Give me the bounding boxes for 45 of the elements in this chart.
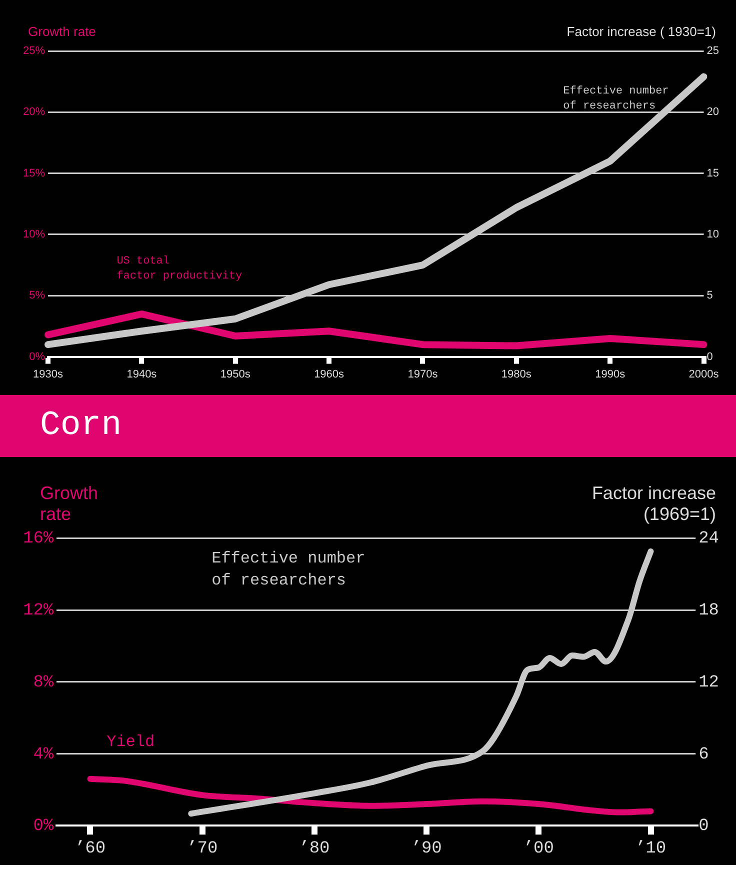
x-tick-label: ’90: [411, 839, 442, 858]
y2-tick-label: 5: [706, 290, 713, 302]
x-tick-label: ’10: [635, 839, 666, 858]
y-axis-title: Growth rate: [39, 483, 100, 525]
text: Effective number of researchers: [212, 549, 366, 590]
y-tick-label: 10%: [22, 228, 46, 241]
y2-tick-label: 18: [698, 602, 720, 621]
x-tick-label: 1940s: [126, 368, 158, 380]
x-tick-label: 1950s: [220, 368, 251, 380]
y2-tick-label: 15: [706, 167, 720, 180]
y-tick-label: 8%: [33, 673, 54, 692]
y2-tick-label: 20: [706, 106, 720, 118]
y-tick-label: 15%: [22, 167, 46, 180]
x-tick-label: 1960s: [314, 368, 345, 380]
y2-tick-label: 0: [698, 817, 709, 836]
y2-tick-label: 6: [698, 745, 709, 764]
chart-title: Corn: [0, 395, 736, 457]
y2-tick-label: 10: [706, 228, 720, 241]
series-label: Yield: [106, 732, 155, 751]
y2-tick-label: 25: [706, 45, 720, 58]
x-tick-label: ’60: [74, 839, 106, 858]
x-tick-label: 1970s: [408, 368, 438, 380]
y2-tick-label: 12: [698, 673, 720, 692]
x-tick-label: ’80: [299, 839, 330, 858]
x-tick-label: 2000s: [688, 368, 720, 380]
series-label: Effective number of researchers: [563, 85, 669, 112]
y-tick-label: 25%: [22, 45, 46, 58]
y2-tick-label: 24: [698, 530, 720, 549]
y-tick-label: 5%: [29, 290, 46, 302]
y-tick-label: 12%: [22, 602, 54, 621]
x-tick-label: 1990s: [595, 368, 626, 380]
y2-axis-title: Factor increase (1969=1): [590, 483, 716, 525]
x-tick-label: 1980s: [501, 368, 532, 380]
y-tick-label: 4%: [33, 745, 54, 764]
x-tick-label: ’00: [523, 839, 554, 858]
y-tick-label: 0%: [29, 350, 46, 363]
text: US total factor productivity: [116, 255, 243, 282]
y2-tick-label: 0: [706, 350, 713, 363]
y-axis-title: Growth rate: [28, 24, 96, 39]
y-tick-label: 20%: [22, 106, 46, 118]
y-tick-label: 0%: [33, 817, 54, 836]
x-tick-label: 1930s: [33, 368, 64, 380]
y-tick-label: 16%: [22, 530, 54, 549]
y2-axis-title: Factor increase ( 1930=1): [566, 24, 716, 39]
x-tick-label: ’70: [187, 839, 218, 858]
